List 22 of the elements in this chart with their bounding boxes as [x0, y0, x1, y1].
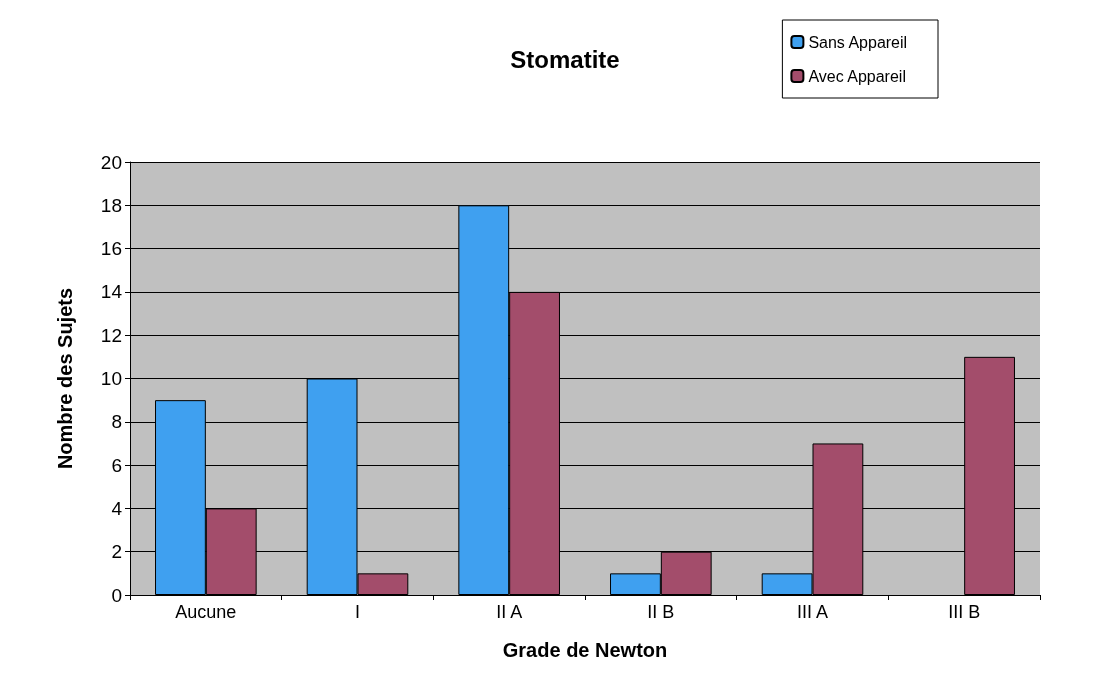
x-tick-label: III B	[948, 602, 981, 622]
y-tick-label: 0	[111, 584, 122, 606]
y-axis-title: Nombre des Sujets	[54, 287, 76, 470]
y-tick-label: 4	[111, 497, 123, 519]
x-tick-label: Aucune	[175, 602, 237, 622]
y-tick-label: 20	[100, 151, 122, 173]
x-axis-title: Grade de Newton	[502, 639, 668, 661]
x-tick-label: III A	[796, 602, 829, 622]
legend-label: Avec Appareil	[808, 67, 906, 85]
y-tick-label: 10	[100, 368, 122, 389]
y-tick-label: 16	[100, 238, 122, 260]
y-tick-label: 8	[111, 411, 122, 433]
x-tick-label: II B	[647, 602, 675, 622]
x-tick-label: I	[354, 602, 361, 622]
chart-title: Stomatite	[510, 45, 620, 73]
legend-label: Sans Appareil	[808, 33, 908, 51]
y-tick-label: 12	[100, 324, 122, 346]
y-tick-label: 6	[111, 454, 122, 476]
x-tick-label: II A	[496, 602, 523, 622]
y-tick-label: 2	[111, 541, 122, 563]
y-tick-label: 18	[100, 194, 122, 216]
y-tick-label: 14	[100, 281, 123, 303]
